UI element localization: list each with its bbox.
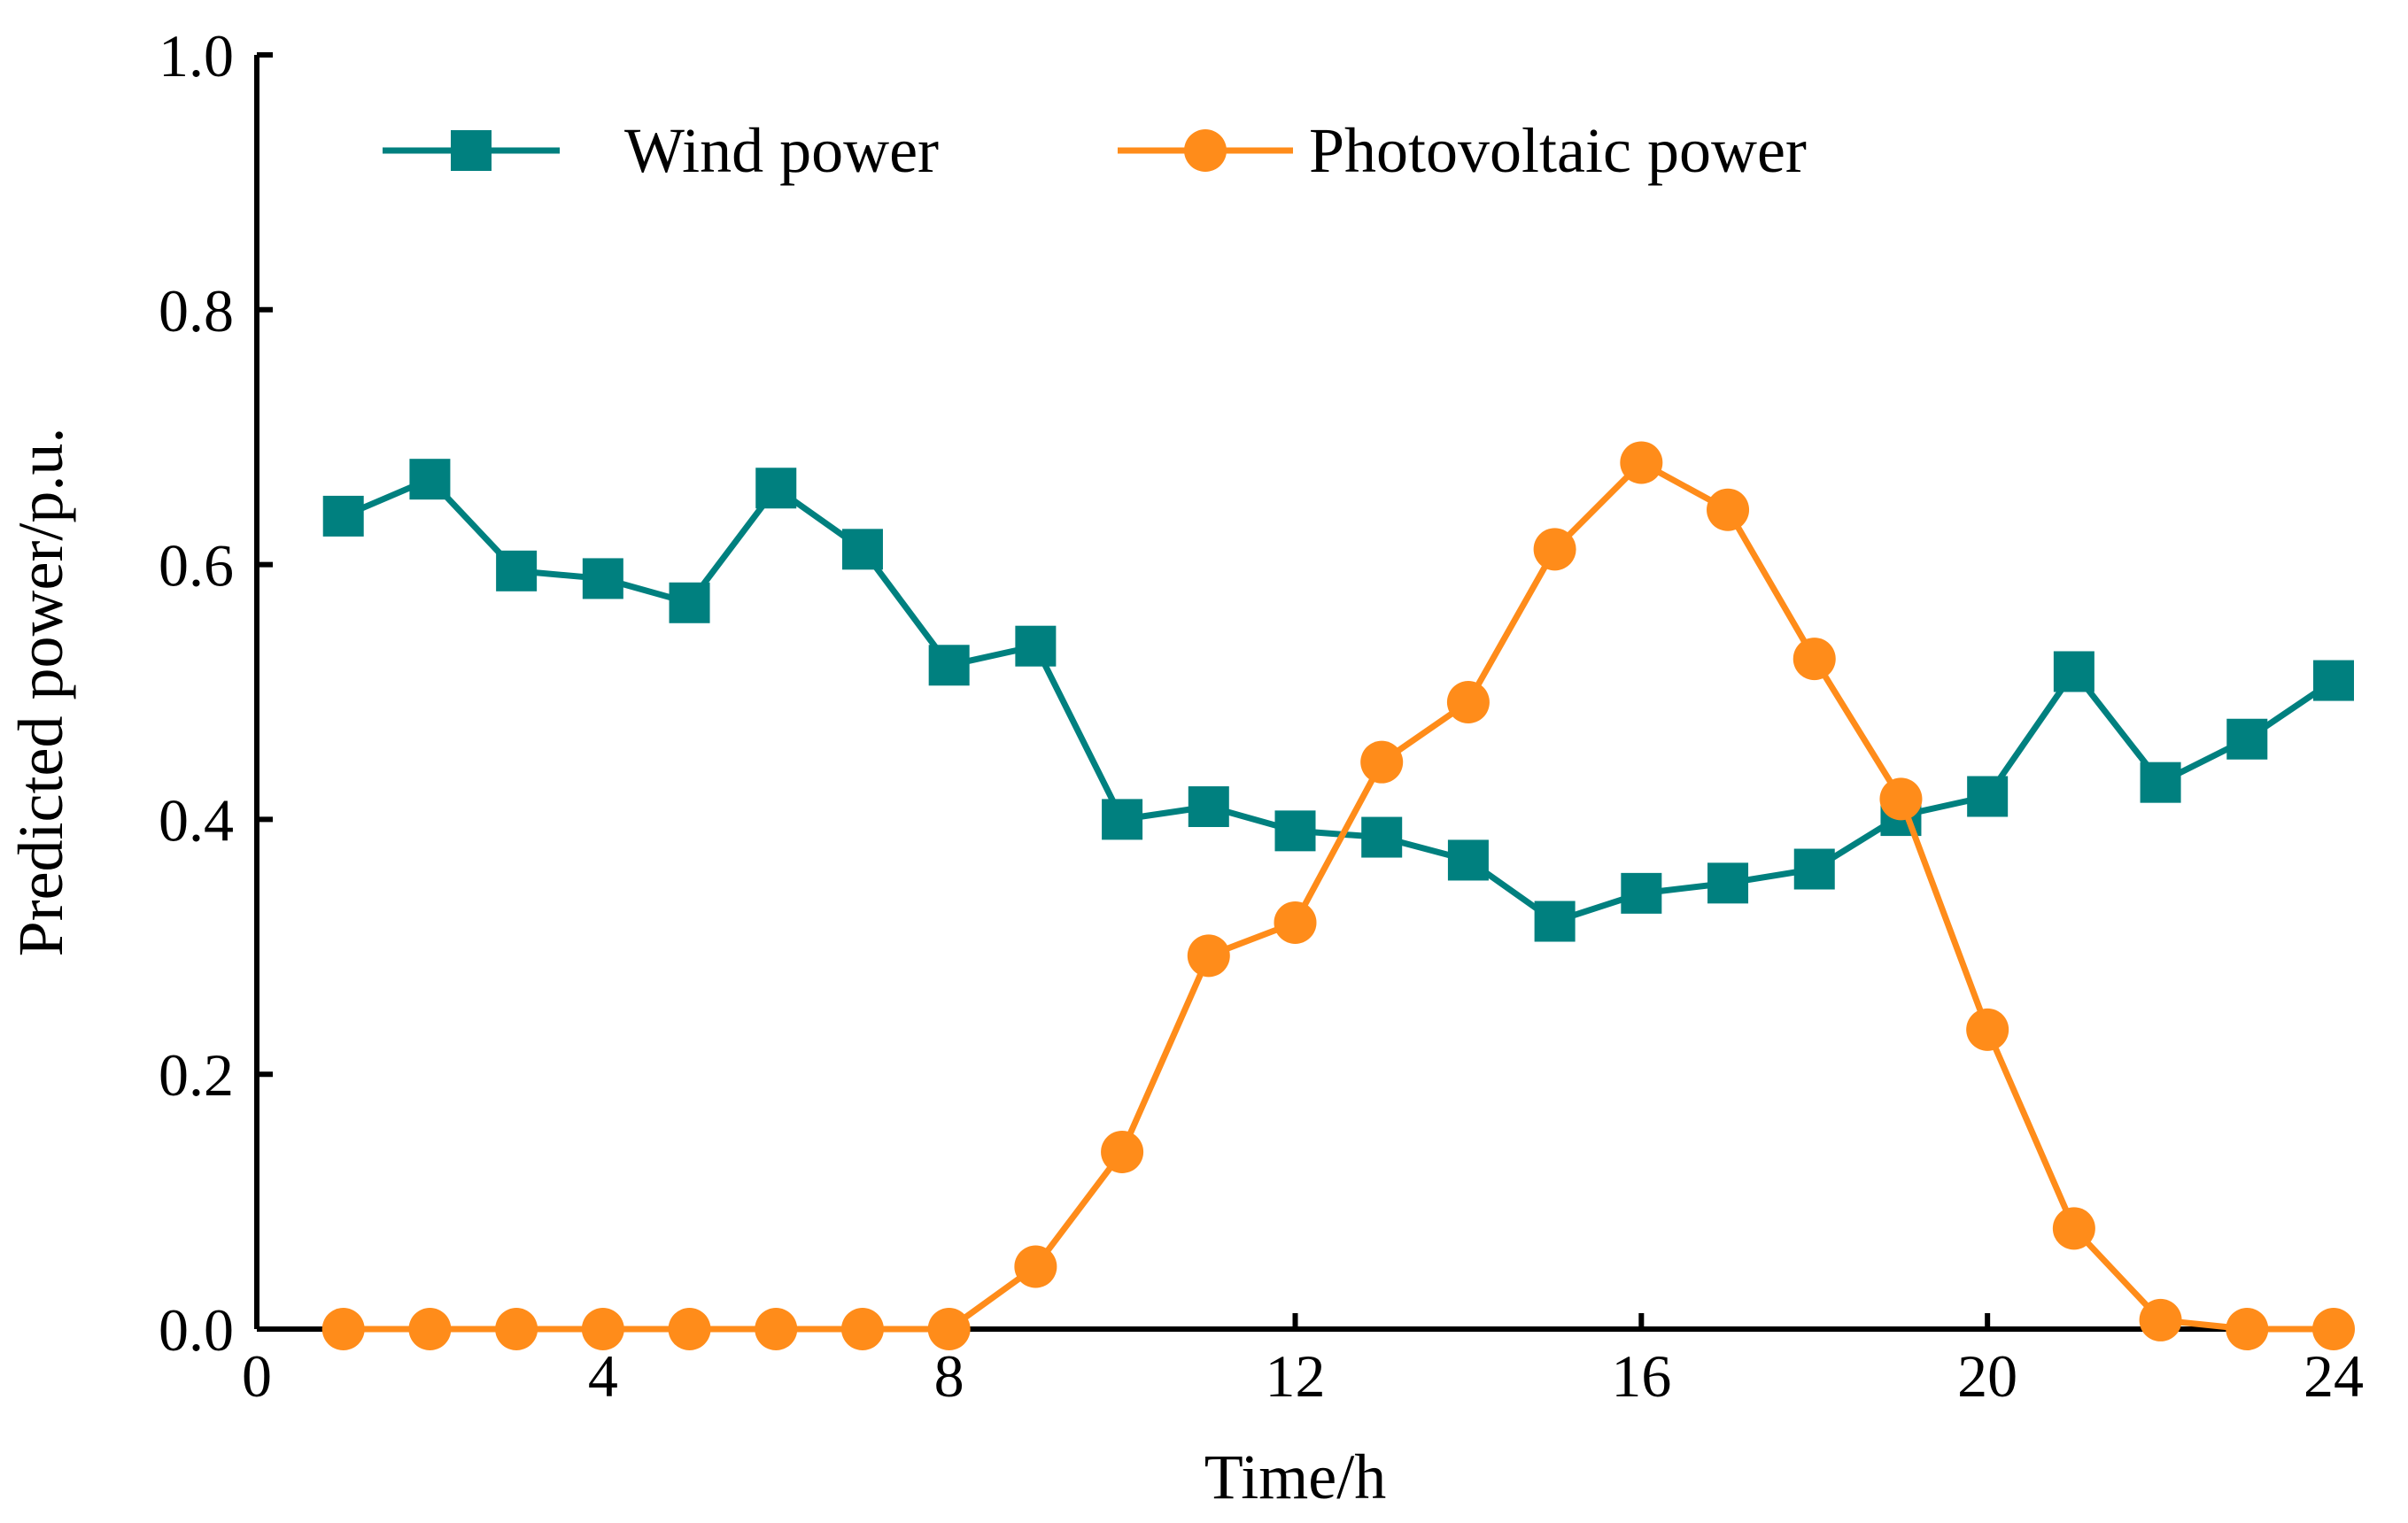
data-point [408, 1308, 452, 1350]
data-point [322, 495, 364, 537]
y-tick-label: 0.0 [159, 1296, 234, 1364]
data-point [2139, 1298, 2182, 1341]
data-point [409, 459, 451, 500]
data-point [2053, 651, 2094, 692]
data-point [1621, 872, 1662, 914]
data-point [495, 1308, 538, 1350]
data-point [1014, 1245, 1057, 1288]
data-point [2313, 660, 2354, 701]
data-point [1015, 625, 1057, 667]
data-point [1879, 777, 1923, 821]
data-point [1188, 786, 1229, 828]
data-point [840, 1308, 884, 1350]
data-point [1446, 681, 1490, 724]
data-point [1533, 528, 1576, 571]
legend-item: Photovoltaic power [1118, 115, 1807, 186]
data-point [1447, 839, 1489, 881]
data-point [582, 558, 623, 599]
series-wind-power [322, 459, 2354, 942]
data-point [927, 1308, 971, 1350]
data-point [1793, 848, 1835, 890]
x-tick-label: 8 [934, 1342, 964, 1410]
x-tick-label: 12 [1266, 1342, 1326, 1410]
data-point [2226, 718, 2268, 760]
y-axis-title: Predicted power/p.u. [5, 428, 76, 957]
data-point [1360, 740, 1404, 784]
series-line [342, 475, 2335, 925]
data-point [755, 1308, 798, 1350]
data-point [928, 645, 970, 686]
data-point [496, 550, 538, 591]
y-tick-label: 0.6 [159, 532, 234, 599]
chart-legend: Wind power Photovoltaic power [383, 115, 1807, 186]
y-tick-label: 1.0 [159, 22, 234, 89]
data-point [2052, 1207, 2095, 1250]
legend-label: Photovoltaic power [1309, 115, 1807, 186]
chart-series [321, 441, 2355, 1350]
x-tick-label: 4 [588, 1342, 618, 1410]
data-point [1620, 441, 1663, 484]
data-point [1101, 1130, 1144, 1173]
data-point [1966, 1008, 2009, 1051]
x-tick-label: 0 [242, 1342, 272, 1410]
data-point [1187, 934, 1230, 978]
data-point [1274, 810, 1316, 852]
data-point [1967, 776, 2009, 817]
data-point [1707, 862, 1749, 904]
data-point [321, 1308, 365, 1350]
data-point [1102, 799, 1143, 840]
y-tick-label: 0.2 [159, 1041, 234, 1109]
data-point [668, 1308, 711, 1350]
x-tick-label: 20 [1957, 1342, 2017, 1410]
legend-marker [451, 130, 492, 171]
data-point [2140, 762, 2181, 803]
legend-item: Wind power [383, 115, 939, 186]
data-point [1361, 816, 1403, 858]
data-point [2226, 1308, 2269, 1350]
chart-axes: 0 4 8 12 16 20 24 0.0 0.2 0.4 0.6 0.8 1.0 [159, 22, 2364, 1410]
series-photovoltaic-power [321, 441, 2355, 1350]
data-point [841, 529, 883, 570]
x-axis-title: Time/h [1204, 1442, 1386, 1512]
legend-label: Wind power [624, 115, 939, 186]
data-point [1274, 901, 1317, 944]
y-tick-label: 0.4 [159, 786, 234, 854]
data-point [581, 1308, 624, 1350]
legend-marker [1184, 129, 1227, 172]
x-tick-label: 24 [2303, 1342, 2364, 1410]
data-point [1792, 638, 1836, 681]
data-point [669, 582, 710, 623]
data-point [755, 468, 797, 509]
data-point [1707, 488, 1750, 531]
data-point [1534, 901, 1576, 942]
y-tick-label: 0.8 [159, 277, 234, 344]
data-point [2312, 1308, 2355, 1350]
x-tick-label: 16 [1611, 1342, 1671, 1410]
